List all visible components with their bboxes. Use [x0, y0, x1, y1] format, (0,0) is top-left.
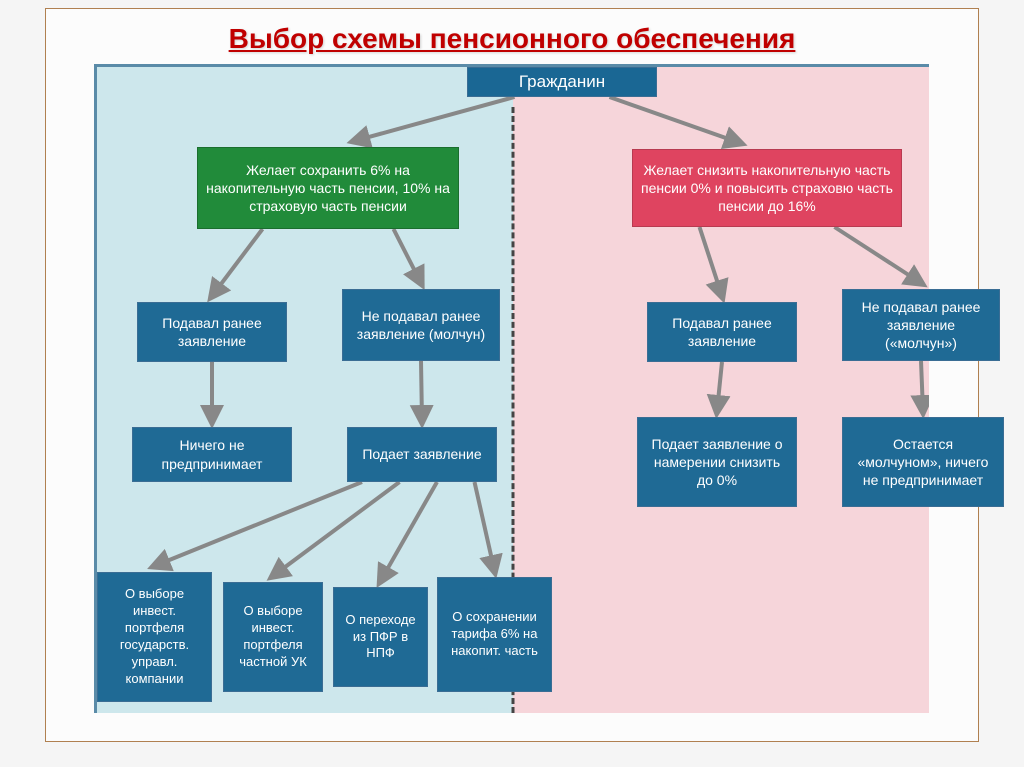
node-l_applied: Подавал ранее заявление — [137, 302, 287, 362]
node-opt2: О выборе инвест. портфеля частной УК — [223, 582, 323, 692]
node-citizen: Гражданин — [467, 67, 657, 97]
node-l_applies: Подает заявление — [347, 427, 497, 482]
node-r_stays: Остается «молчуном», ничего не предприни… — [842, 417, 1004, 507]
diagram-container: Гражданин Желает сохранить 6% на накопите… — [94, 64, 929, 713]
node-r_applied: Подавал ранее заявление — [647, 302, 797, 362]
node-r_intent: Подает заявление о намерении снизить до … — [637, 417, 797, 507]
slide-frame: Выбор схемы пенсионного обеспечения Граж… — [45, 8, 979, 742]
node-opt3: О переходе из ПФР в НПФ — [333, 587, 428, 687]
node-l_nothing: Ничего не предпринимает — [132, 427, 292, 482]
node-keep6: Желает сохранить 6% на накопительную час… — [197, 147, 459, 229]
node-r_not_applied: Не подавал ранее заявление («молчун») — [842, 289, 1000, 361]
node-opt1: О выборе инвест. портфеля государств. уп… — [97, 572, 212, 702]
node-opt4: О сохранении тарифа 6% на накопит. часть — [437, 577, 552, 692]
node-reduce0: Желает снизить накопительную часть пенси… — [632, 149, 902, 227]
node-l_not_applied: Не подавал ранее заявление (молчун) — [342, 289, 500, 361]
slide-title: Выбор схемы пенсионного обеспечения — [46, 23, 978, 55]
